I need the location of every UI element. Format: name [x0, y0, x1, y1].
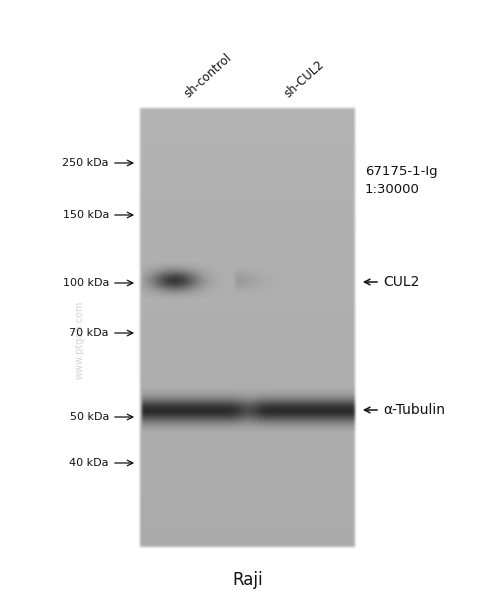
- Text: α-Tubulin: α-Tubulin: [382, 403, 444, 417]
- Text: 70 kDa: 70 kDa: [69, 328, 109, 338]
- Text: 67175-1-Ig
1:30000: 67175-1-Ig 1:30000: [364, 165, 437, 196]
- Text: sh-CUL2: sh-CUL2: [281, 57, 326, 100]
- Text: 150 kDa: 150 kDa: [62, 210, 109, 220]
- Text: 40 kDa: 40 kDa: [69, 458, 109, 468]
- Text: www.ptgab.com: www.ptgab.com: [75, 301, 85, 379]
- Text: 100 kDa: 100 kDa: [62, 278, 109, 288]
- Text: 250 kDa: 250 kDa: [62, 158, 109, 168]
- Text: Raji: Raji: [232, 571, 263, 589]
- Text: 50 kDa: 50 kDa: [70, 412, 109, 422]
- Text: sh-control: sh-control: [181, 51, 233, 100]
- Text: CUL2: CUL2: [382, 275, 419, 289]
